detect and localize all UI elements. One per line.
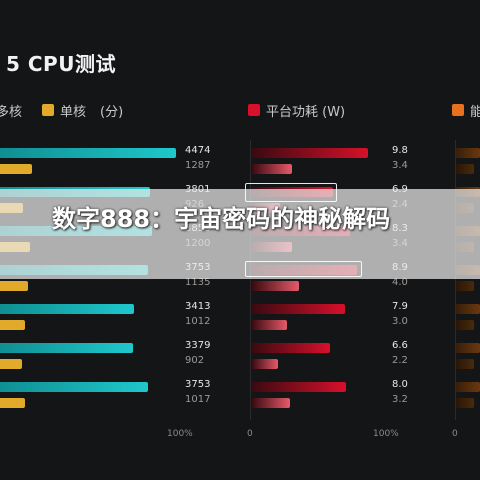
right-sub-bar bbox=[456, 164, 474, 174]
multi-core-value: 4474 bbox=[185, 145, 211, 156]
single-core-value: 1287 bbox=[185, 160, 211, 171]
axis-left-end: 100% bbox=[167, 429, 193, 439]
single-core-value: 902 bbox=[185, 355, 205, 366]
right-bar bbox=[456, 382, 480, 392]
legend-power: 平台功耗 (W) bbox=[248, 101, 346, 120]
power-bar bbox=[252, 304, 346, 314]
legend-power-label: 平台功耗 (W) bbox=[266, 104, 346, 120]
overlay-headline[interactable]: 数字888：宇宙密码的神秘解码 bbox=[52, 205, 391, 233]
highlight-box-2 bbox=[245, 261, 362, 277]
multi-core-bar bbox=[0, 343, 133, 353]
single-core-bar bbox=[0, 281, 29, 291]
right-sub-bar bbox=[456, 359, 474, 369]
right-bar bbox=[456, 343, 480, 353]
power-axis-line bbox=[250, 140, 251, 420]
legend-right-swatch bbox=[452, 104, 464, 116]
multi-core-value: 3413 bbox=[185, 301, 211, 312]
legend-multi-label: 多核 bbox=[0, 104, 23, 120]
right-sub-bar bbox=[456, 398, 474, 408]
axis-right-start: 0 bbox=[452, 429, 458, 439]
multi-core-bar bbox=[0, 382, 148, 392]
single-core-value: 1017 bbox=[185, 394, 211, 405]
legend-single-label: 单核 bbox=[60, 104, 87, 120]
power-sub-bar bbox=[252, 359, 278, 369]
power-bar bbox=[252, 343, 330, 353]
power-sub-value: 3.4 bbox=[392, 160, 408, 171]
right-bar bbox=[456, 148, 480, 158]
legend-right-label: 能 bbox=[470, 104, 480, 120]
power-sub-bar bbox=[252, 164, 293, 174]
axis-mid-start: 0 bbox=[247, 429, 253, 439]
power-sub-bar bbox=[252, 281, 300, 291]
multi-core-value: 3753 bbox=[185, 379, 211, 390]
power-value: 7.9 bbox=[392, 301, 408, 312]
legend-unit-label: (分) bbox=[100, 104, 124, 120]
single-core-bar bbox=[0, 164, 32, 174]
power-sub-value: 3.0 bbox=[392, 316, 408, 327]
power-sub-value: 4.0 bbox=[392, 277, 408, 288]
page-title: 5 CPU测试 bbox=[6, 52, 116, 76]
right-sub-bar bbox=[456, 281, 474, 291]
power-sub-bar bbox=[252, 320, 288, 330]
legend-single-swatch bbox=[42, 104, 54, 116]
multi-core-value: 3379 bbox=[185, 340, 211, 351]
multi-core-bar bbox=[0, 148, 176, 158]
legend-power-swatch bbox=[248, 104, 260, 116]
right-bar bbox=[456, 304, 480, 314]
legend-single-core: 单核 (分) bbox=[42, 101, 124, 120]
right-axis-line bbox=[455, 140, 456, 420]
multi-core-bar bbox=[0, 304, 135, 314]
single-core-bar bbox=[0, 359, 23, 369]
power-value: 9.8 bbox=[392, 145, 408, 156]
power-value: 8.0 bbox=[392, 379, 408, 390]
power-sub-value: 2.2 bbox=[392, 355, 408, 366]
power-sub-value: 3.2 bbox=[392, 394, 408, 405]
axis-mid-end: 100% bbox=[373, 429, 399, 439]
power-value: 6.6 bbox=[392, 340, 408, 351]
highlight-box-1 bbox=[245, 183, 337, 202]
power-sub-bar bbox=[252, 398, 290, 408]
overlay-banner bbox=[0, 189, 480, 279]
right-sub-bar bbox=[456, 320, 474, 330]
single-core-bar bbox=[0, 320, 26, 330]
legend-right: 能 bbox=[452, 101, 480, 120]
power-bar bbox=[252, 382, 347, 392]
power-bar bbox=[252, 148, 368, 158]
single-core-bar bbox=[0, 398, 26, 408]
single-core-value: 1012 bbox=[185, 316, 211, 327]
single-core-value: 1135 bbox=[185, 277, 211, 288]
legend-multi-core: 多核 bbox=[0, 101, 23, 120]
